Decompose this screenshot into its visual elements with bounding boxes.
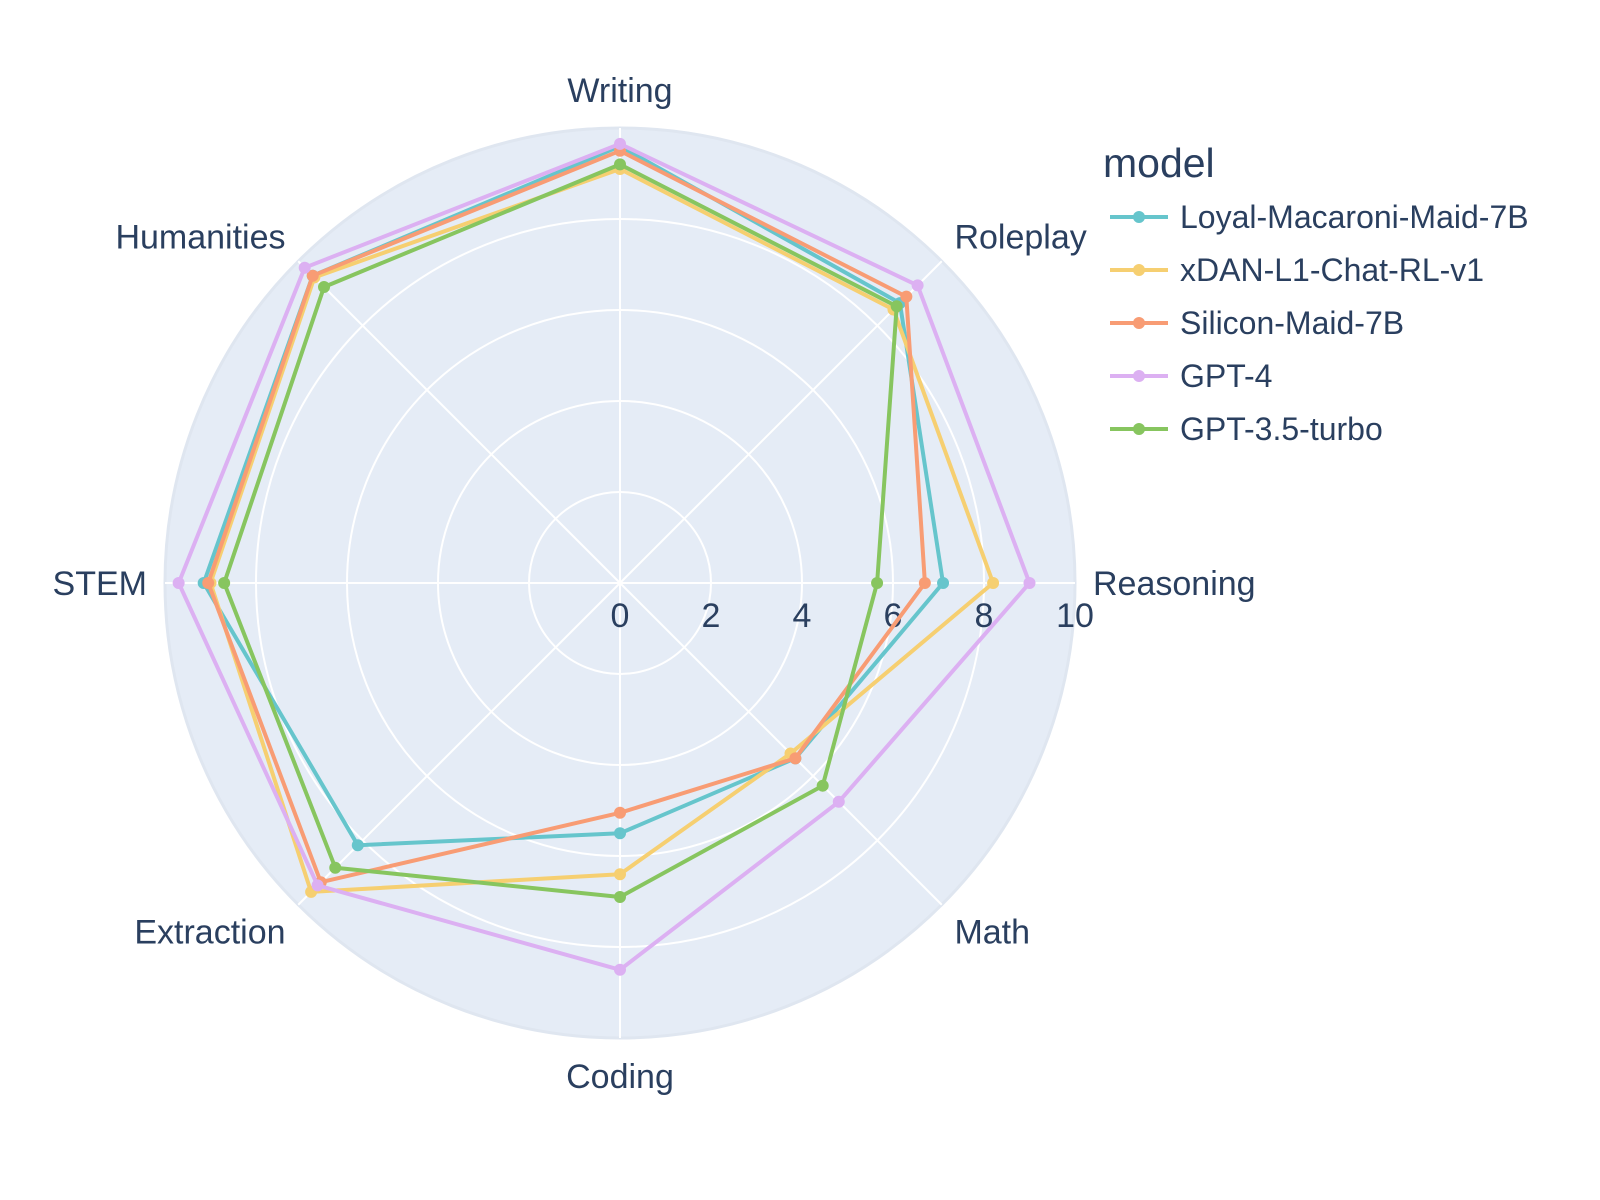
legend-label: Silicon-Maid-7B <box>1180 305 1404 341</box>
radial-tick-label: 2 <box>702 597 721 635</box>
data-point[interactable] <box>614 890 626 903</box>
data-point[interactable] <box>318 281 331 294</box>
legend-item[interactable]: Silicon-Maid-7B <box>1110 305 1404 341</box>
legend[interactable]: model Loyal-Macaroni-Maid-7B xDAN-L1-Chat… <box>1103 140 1529 447</box>
data-point[interactable] <box>890 300 903 313</box>
data-point[interactable] <box>937 577 950 589</box>
axis-label-roleplay: Roleplay <box>954 219 1086 257</box>
legend-item[interactable]: GPT-4 <box>1110 358 1272 394</box>
series-layer <box>172 137 1036 976</box>
legend-swatch-marker <box>1133 264 1145 276</box>
axis-label-math: Math <box>954 913 1030 951</box>
legend-label: Loyal-Macaroni-Maid-7B <box>1180 199 1529 235</box>
grid-spoke <box>297 582 621 906</box>
data-point[interactable] <box>329 861 342 874</box>
data-point[interactable] <box>351 839 364 852</box>
data-point[interactable] <box>614 806 626 819</box>
data-point[interactable] <box>298 261 311 274</box>
data-point[interactable] <box>987 577 1000 589</box>
series-silicon-maid-7b[interactable] <box>202 144 931 889</box>
legend-swatch-marker <box>1133 370 1145 382</box>
legend-swatch-marker <box>1133 423 1145 435</box>
radial-tick-label: 0 <box>611 597 630 635</box>
radial-tick-label: 4 <box>793 597 812 635</box>
data-point[interactable] <box>832 795 845 808</box>
axis-label-writing: Writing <box>567 72 672 110</box>
legend-item[interactable]: Loyal-Macaroni-Maid-7B <box>1110 199 1529 235</box>
data-point[interactable] <box>871 577 884 589</box>
data-point[interactable] <box>614 158 626 171</box>
data-point[interactable] <box>918 577 931 589</box>
series-gpt-3.5-turbo[interactable] <box>218 158 903 903</box>
axis-label-stem: STEM <box>53 565 147 603</box>
grid-spoke <box>619 582 943 906</box>
data-point[interactable] <box>816 779 829 792</box>
data-point[interactable] <box>789 752 802 765</box>
axis-label-extraction: Extraction <box>134 913 285 951</box>
axis-label-coding: Coding <box>566 1058 674 1096</box>
axis-labels: Writing Roleplay Reasoning Math Coding Extrac… <box>53 72 1256 1096</box>
legend-swatch-marker <box>1133 211 1145 223</box>
series-gpt-4[interactable] <box>172 137 1036 976</box>
legend-title: model <box>1103 140 1215 186</box>
data-point[interactable] <box>900 290 913 303</box>
radial-tick-label: 10 <box>1056 597 1094 635</box>
legend-label: GPT-4 <box>1180 358 1272 394</box>
legend-label: GPT-3.5-turbo <box>1180 411 1383 447</box>
data-point[interactable] <box>311 879 324 892</box>
axis-label-reasoning: Reasoning <box>1093 565 1256 603</box>
data-point[interactable] <box>218 577 231 589</box>
axis-label-humanities: Humanities <box>115 219 285 257</box>
data-point[interactable] <box>1023 577 1036 589</box>
data-point[interactable] <box>306 269 319 282</box>
radial-tick-label: 6 <box>884 597 903 635</box>
legend-swatch-marker <box>1133 317 1145 329</box>
legend-item[interactable]: xDAN-L1-Chat-RL-v1 <box>1110 252 1484 288</box>
grid-spoke <box>297 260 621 584</box>
data-point[interactable] <box>172 577 185 589</box>
radial-tick-labels: 0 2 4 6 8 10 <box>611 597 1094 635</box>
legend-label: xDAN-L1-Chat-RL-v1 <box>1180 252 1484 288</box>
data-point[interactable] <box>202 577 215 589</box>
grid-spoke <box>619 260 943 584</box>
legend-item[interactable]: GPT-3.5-turbo <box>1110 411 1383 447</box>
data-point[interactable] <box>614 963 626 976</box>
data-point[interactable] <box>614 137 626 150</box>
radial-tick-label: 8 <box>975 597 994 635</box>
data-point[interactable] <box>614 827 626 840</box>
data-point[interactable] <box>614 868 626 881</box>
data-point[interactable] <box>911 279 924 292</box>
